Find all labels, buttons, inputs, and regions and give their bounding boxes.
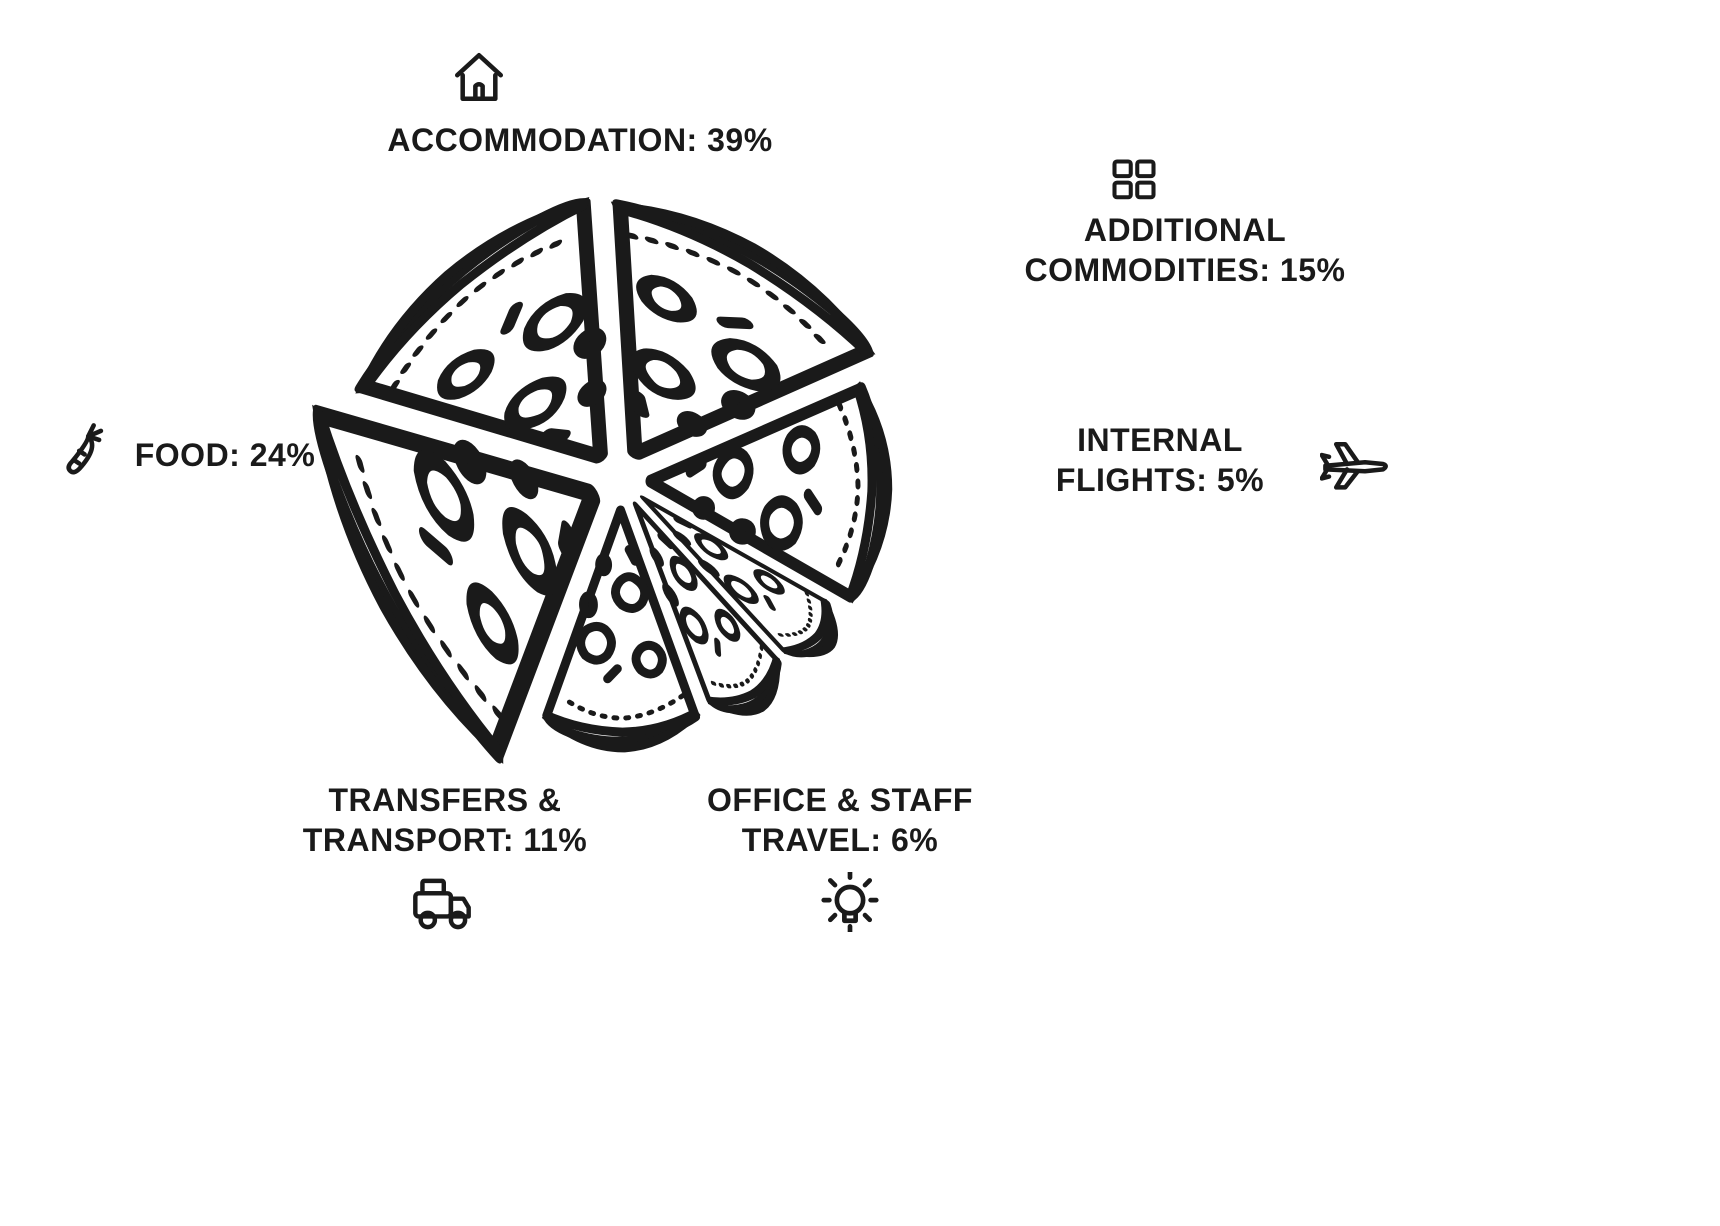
label-office-staff-travel: OFFICE & STAFF TRAVEL: 6% [660, 780, 1020, 860]
label-transfers-transport: TRANSFERS & TRANSPORT: 11% [245, 780, 645, 860]
label-food: FOOD: 24% [115, 435, 335, 475]
truck-icon [410, 872, 474, 936]
label-internal-flights: INTERNAL FLIGHTS: 5% [1010, 420, 1310, 500]
grid-icon [1108, 155, 1160, 207]
pizza-slice [513, 177, 886, 530]
house-icon [450, 48, 508, 106]
pizza-slice [288, 315, 682, 772]
pizza-pie-chart [0, 0, 1720, 1226]
infographic-canvas: ACCOMMODATION: 39% ADDITIONAL COMMODITIE… [0, 0, 1720, 1226]
label-accommodation: ACCOMMODATION: 39% [320, 120, 840, 160]
plane-icon [1320, 428, 1392, 500]
bulb-icon [820, 872, 880, 932]
label-additional-commodities: ADDITIONAL COMMODITIES: 15% [975, 210, 1395, 290]
carrot-icon [52, 420, 110, 478]
